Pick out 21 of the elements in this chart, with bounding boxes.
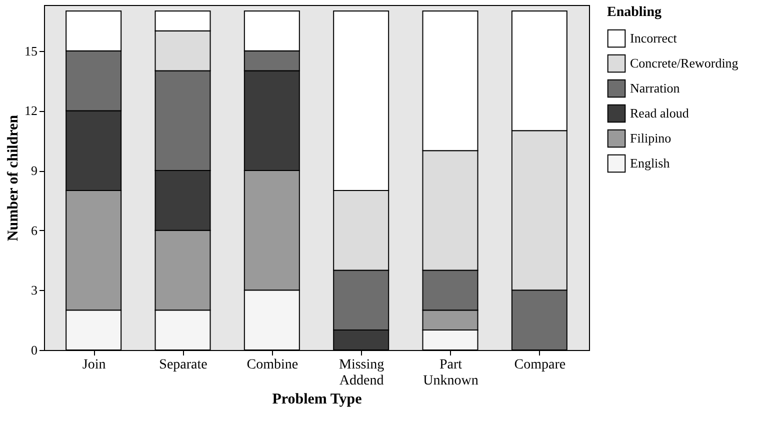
y-tick-label: 15 [24, 43, 38, 58]
legend-label: Concrete/Rewording [630, 56, 739, 70]
y-tick-label: 3 [31, 282, 38, 298]
x-tick-label: Combine [246, 358, 298, 372]
x-tick-label: Compare [514, 358, 566, 372]
legend-label: Filipino [630, 130, 672, 146]
y-tick-label: 6 [31, 222, 38, 238]
x-tick-label: Part Unknown [423, 358, 478, 388]
legend-title: Enabling [607, 5, 662, 20]
legend-label: Read aloud [630, 106, 690, 120]
y-axis-title: Number of children [6, 114, 22, 242]
legend-label: Narration [630, 80, 680, 96]
y-tick-label: 9 [31, 163, 38, 178]
legend-label: English [630, 156, 670, 170]
x-axis-title: Problem Type [272, 392, 362, 408]
y-tick-label: 12 [24, 103, 38, 118]
x-tick-label: Join [82, 358, 106, 372]
x-tick-label: Separate [159, 358, 208, 372]
legend-label: Incorrect [630, 30, 678, 46]
x-tick-label: Missing Addend [339, 358, 384, 388]
y-tick-label: 0 [31, 342, 38, 358]
